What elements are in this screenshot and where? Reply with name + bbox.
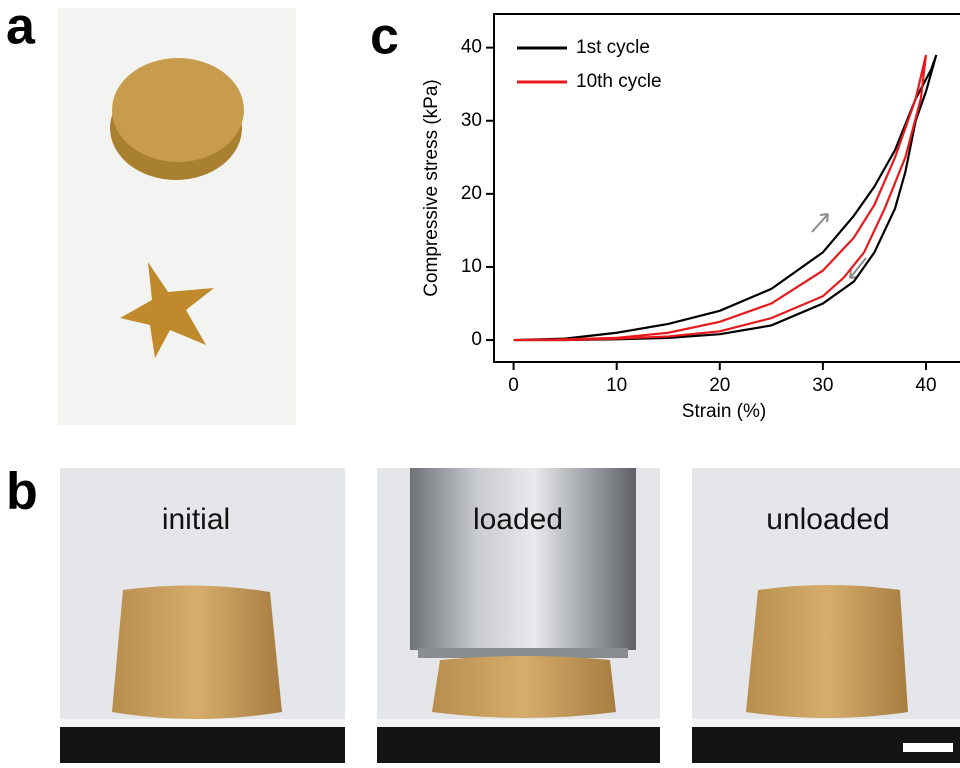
y-tick-label: 30	[461, 110, 482, 131]
photo-label: initial	[162, 503, 230, 536]
photo-label: loaded	[473, 503, 563, 536]
x-tick-label: 30	[812, 375, 833, 396]
x-tick-label: 20	[709, 375, 730, 396]
panel-label: a	[6, 0, 36, 56]
x-axis-label: Strain (%)	[682, 401, 766, 422]
axes-frame	[493, 13, 960, 363]
series-line	[513, 54, 938, 342]
panel-label: b	[6, 463, 38, 521]
x-tick-label: 40	[915, 375, 936, 396]
disk-top	[112, 58, 244, 162]
y-tick-label: 0	[471, 329, 482, 350]
arrow	[811, 213, 829, 233]
y-axis-label: Compressive stress (kPa)	[421, 79, 442, 297]
photo-loaded	[377, 468, 660, 763]
series-line	[513, 54, 928, 342]
star	[120, 262, 214, 358]
y-tick-label: 10	[461, 256, 482, 277]
photo-initial	[60, 468, 345, 763]
photo-unloaded	[692, 468, 960, 763]
legend-label: 1st cycle	[576, 37, 650, 58]
y-tick-label: 40	[461, 37, 482, 58]
chart: Strain (%) Compressive stress (kPa)	[421, 13, 960, 422]
photo-label: unloaded	[766, 503, 889, 536]
panel-label: c	[370, 8, 399, 66]
x-tick-label: 10	[606, 375, 627, 396]
y-tick-label: 20	[461, 183, 482, 204]
scale-bar	[903, 743, 953, 752]
legend-label: 10th cycle	[576, 71, 662, 92]
x-tick-label: 0	[508, 375, 519, 396]
